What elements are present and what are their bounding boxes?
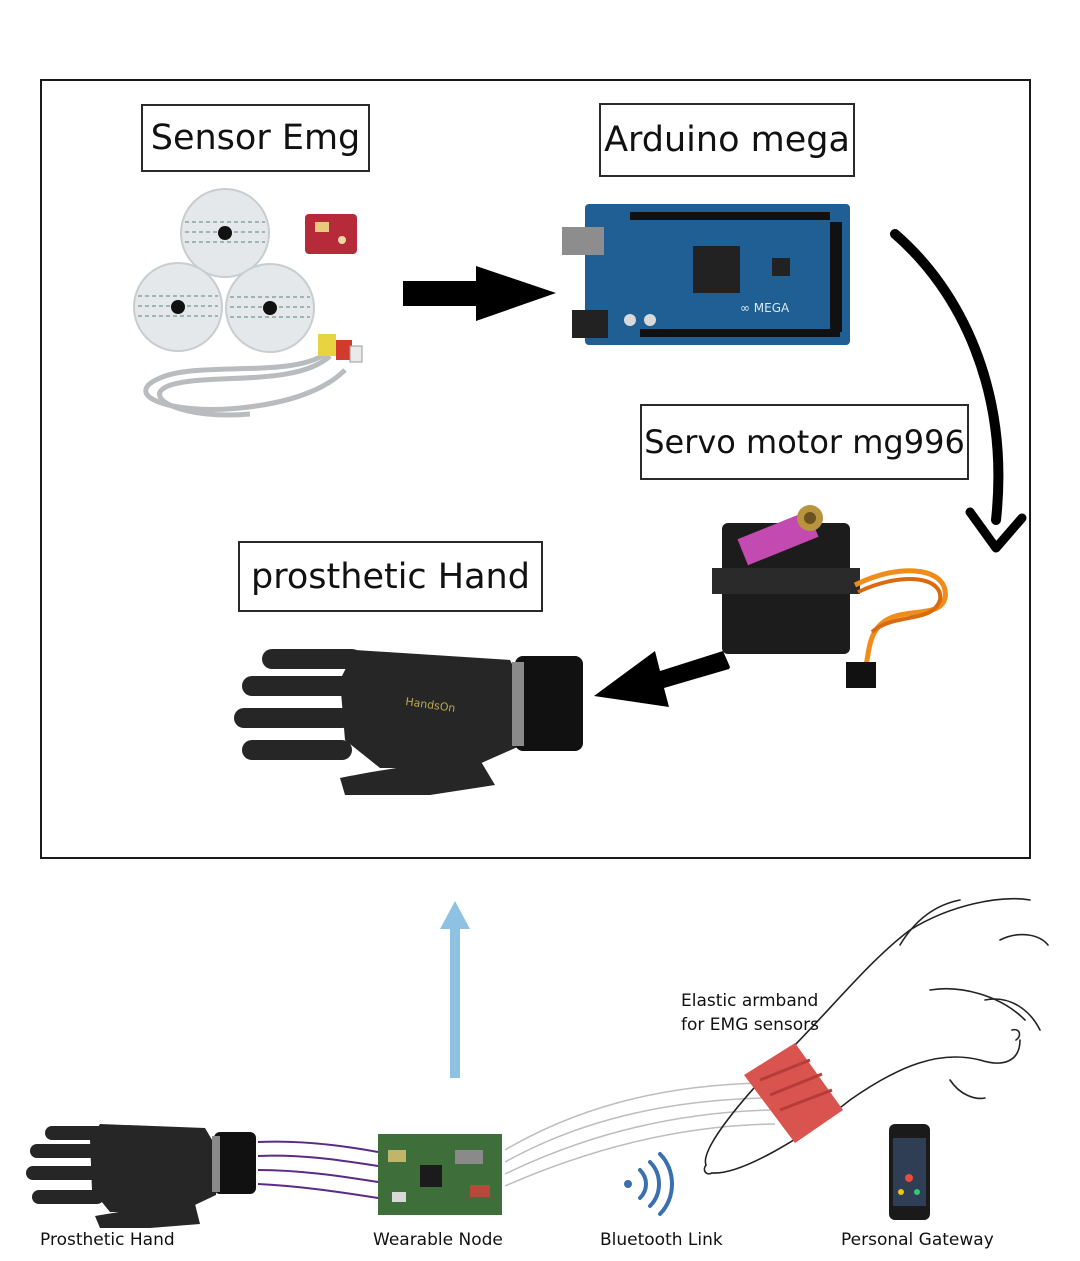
signal-lines <box>504 1082 776 1187</box>
emg-sensor-board-icon <box>305 214 357 254</box>
caption-bluetooth-link: Bluetooth Link <box>600 1230 723 1250</box>
bottom-prosthetic-hand-icon <box>26 1124 256 1228</box>
wearable-node-icon <box>378 1134 502 1215</box>
servo-motor-label: Servo motor mg996 <box>640 404 969 480</box>
prosthetic-hand-icon: HandsOn <box>234 649 583 795</box>
prosthetic-hand-label: prosthetic Hand <box>238 541 543 612</box>
hand-to-node-wires <box>257 1140 379 1199</box>
servo-motor-icon <box>712 505 948 688</box>
up-arrow <box>440 901 470 1078</box>
caption-wearable-node: Wearable Node <box>373 1230 503 1250</box>
armband-label-line2: for EMG sensors <box>681 1015 819 1035</box>
smartphone-icon <box>889 1124 930 1220</box>
arm-sketch-icon <box>703 897 1049 1175</box>
arrow-arduino-to-servo <box>890 229 1027 553</box>
arduino-mega-label: Arduino mega <box>599 103 855 177</box>
bluetooth-icon <box>624 1152 674 1216</box>
armband-icon <box>744 1043 843 1143</box>
armband-label-line1: Elastic armband <box>681 991 819 1011</box>
caption-prosthetic-hand: Prosthetic Hand <box>40 1230 175 1250</box>
arrow-servo-to-hand <box>594 651 730 707</box>
emg-electrode-icon <box>133 188 315 353</box>
sensor-emg-label: Sensor Emg <box>141 104 370 172</box>
arrow-sensor-to-arduino <box>403 266 556 321</box>
caption-personal-gateway: Personal Gateway <box>841 1230 994 1250</box>
cable-icon <box>143 334 363 418</box>
system-diagram-frame <box>40 79 1031 859</box>
svg-text:∞ MEGA: ∞ MEGA <box>740 301 790 315</box>
arduino-board-icon: ∞ MEGA <box>562 204 850 345</box>
